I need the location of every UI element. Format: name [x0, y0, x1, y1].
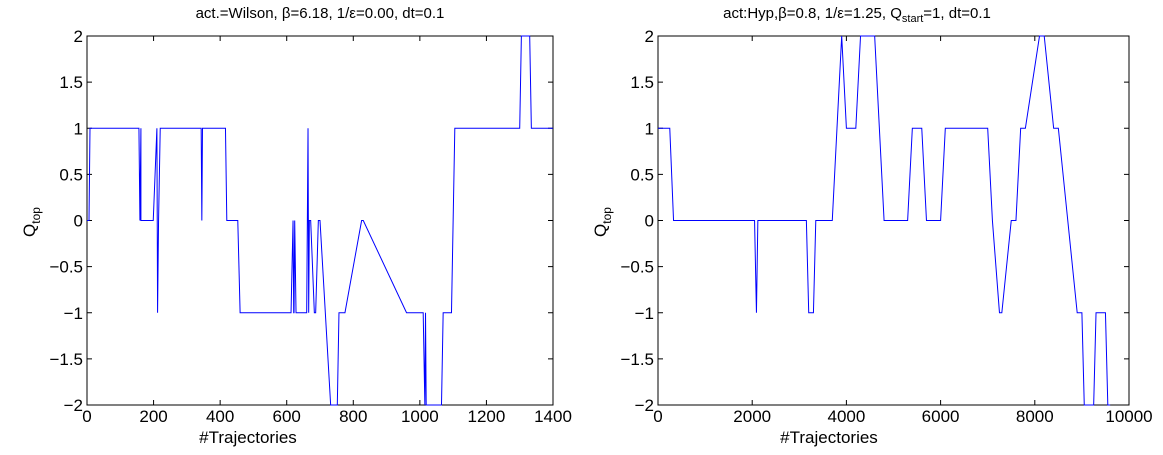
x-ticks-left: 0 200 400 600 800 1000 1200 1400	[82, 36, 572, 426]
chart-title-left: act.=Wilson, β=6.18, 1/ε=0.00, dt=0.1	[196, 5, 445, 22]
x-tick-label: 10000	[1105, 407, 1152, 426]
x-tick-label: 200	[139, 407, 167, 426]
chart-title-right-main: act:Hyp,β=0.8, 1/ε=1.25, Q	[723, 5, 902, 22]
y-axis-label-main-right: Q	[591, 224, 610, 237]
chart-panel-left: act.=Wilson, β=6.18, 1/ε=0.00, dt=0.1 −2…	[20, 5, 572, 447]
x-axis-label-left: #Trajectories	[199, 428, 297, 447]
series-line-left	[87, 35, 553, 406]
x-tick-label: 1000	[401, 407, 439, 426]
x-tick-label: 4000	[827, 407, 865, 426]
y-tick-label: −1	[635, 304, 654, 323]
x-tick-label: 6000	[922, 407, 960, 426]
chart-panel-right: act:Hyp,β=0.8, 1/ε=1.25, Qstart=1, dt=0.…	[591, 5, 1153, 447]
y-tick-label: 1.5	[630, 73, 654, 92]
y-tick-label: 1	[645, 119, 654, 138]
y-tick-label: −2	[64, 396, 83, 415]
x-tick-label: 800	[339, 407, 367, 426]
chart-title-right-sub: start	[902, 13, 923, 25]
y-ticks-left: −2 −1.5 −1 −0.5 0 0.5 1 1.5 2	[49, 27, 553, 415]
y-tick-label: 0	[74, 212, 83, 231]
y-tick-label: −2	[635, 396, 654, 415]
x-tick-label: 1200	[468, 407, 506, 426]
x-tick-label: 1400	[534, 407, 572, 426]
y-axis-label-left: Qtop	[20, 207, 43, 237]
svg-text:Qtop: Qtop	[20, 207, 43, 237]
y-tick-label: 0.5	[630, 165, 654, 184]
chart-title-right-tail: =1, dt=0.1	[923, 5, 991, 22]
y-ticks-right: −2 −1.5 −1 −0.5 0 0.5 1 1.5 2	[620, 27, 1129, 415]
y-tick-label: 2	[74, 27, 83, 46]
y-tick-label: 0	[645, 212, 654, 231]
y-axis-label-sub-left: top	[29, 207, 43, 224]
y-axis-label-sub-right: top	[600, 207, 614, 224]
y-axis-label-right: Qtop	[591, 207, 614, 237]
y-tick-label: 0.5	[59, 165, 83, 184]
chart-title-right: act:Hyp,β=0.8, 1/ε=1.25, Qstart=1, dt=0.…	[723, 5, 991, 25]
x-tick-label: 0	[653, 407, 662, 426]
x-tick-label: 0	[82, 407, 91, 426]
series-line-right	[658, 35, 1111, 406]
y-tick-label: 1.5	[59, 73, 83, 92]
y-tick-label: 2	[645, 27, 654, 46]
x-axis-label-right: #Trajectories	[780, 428, 878, 447]
y-axis-label-main-left: Q	[20, 224, 39, 237]
y-tick-label: −1	[64, 304, 83, 323]
x-tick-label: 400	[206, 407, 234, 426]
y-tick-label: −0.5	[49, 258, 83, 277]
y-tick-label: −1.5	[49, 350, 83, 369]
x-tick-label: 8000	[1016, 407, 1054, 426]
x-ticks-right: 0 2000 4000 6000 8000 10000	[653, 36, 1153, 426]
y-tick-label: −0.5	[620, 258, 654, 277]
y-tick-label: −1.5	[620, 350, 654, 369]
x-tick-label: 2000	[733, 407, 771, 426]
y-tick-label: 1	[74, 119, 83, 138]
x-tick-label: 600	[273, 407, 301, 426]
svg-text:Qtop: Qtop	[591, 207, 614, 237]
